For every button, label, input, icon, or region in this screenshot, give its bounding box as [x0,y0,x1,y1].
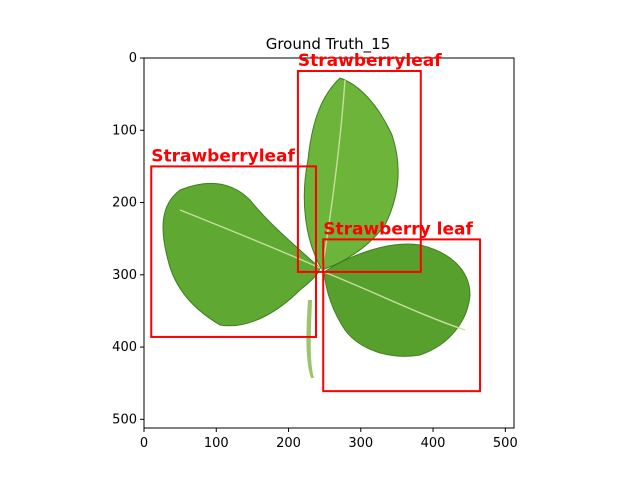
plot-title: Ground Truth_15 [266,35,391,54]
image-area [144,58,514,428]
bounding-box-label: Strawberryleaf [151,146,295,166]
bounding-box-label: Strawberry leaf [323,219,473,239]
y-tick-label: 300 [112,268,137,283]
y-axis: 0 100 200 300 400 500 [112,51,144,427]
annotation-boxes: Strawberryleaf Strawberryleaf Strawberry l… [150,51,482,393]
x-tick-label: 500 [493,436,518,451]
y-tick-label: 400 [112,340,137,355]
bounding-box [322,238,482,393]
axes-frame [143,57,515,429]
bounding-box-label: Strawberryleaf [298,51,442,71]
top-leaflet [303,77,399,271]
x-tick-label: 200 [276,436,301,451]
x-tick-label: 0 [140,436,148,451]
bounding-box [150,165,317,338]
x-axis: 0 100 200 300 400 500 [140,428,518,451]
y-tick-label: 500 [112,412,137,427]
x-tick-label: 400 [421,436,446,451]
x-tick-label: 100 [204,436,229,451]
y-tick-label: 100 [112,123,137,138]
bounding-box [296,70,422,273]
y-tick-label: 0 [129,51,137,66]
x-tick-label: 300 [348,436,373,451]
y-tick-label: 200 [112,196,137,211]
